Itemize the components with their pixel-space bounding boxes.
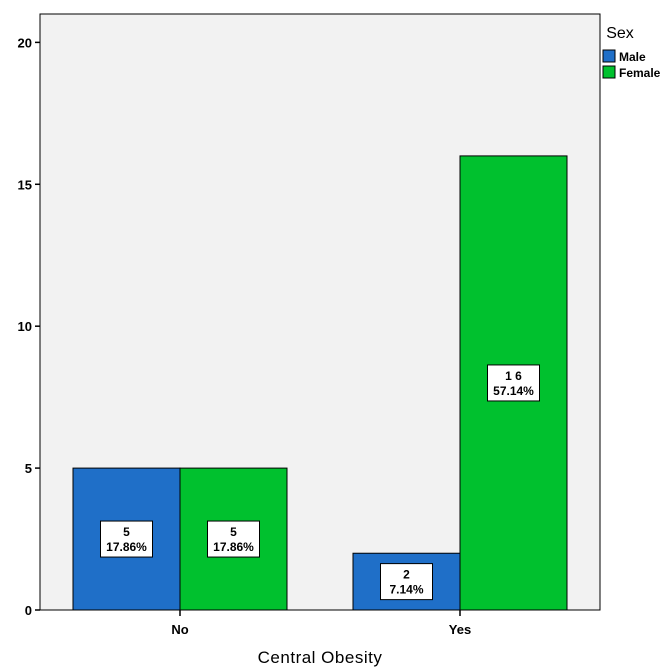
- legend-label-female: Female: [619, 66, 661, 80]
- data-label-percent: 57.14%: [493, 384, 534, 398]
- y-tick-label: 15: [18, 177, 32, 192]
- y-tick-label: 20: [18, 35, 32, 50]
- data-label: 517.86%: [207, 520, 260, 558]
- data-label-count: 5: [123, 525, 130, 539]
- y-tick-label: 0: [25, 603, 32, 618]
- data-label: 27.14%: [380, 563, 433, 601]
- data-label-box: [487, 364, 540, 402]
- y-axis: 0 5 10 15 20: [18, 35, 40, 618]
- data-labels-group: 517.86%517.86%27.14%1 657.14%: [100, 364, 540, 601]
- data-label-percent: 17.86%: [106, 540, 147, 554]
- x-axis: No Yes: [171, 610, 471, 637]
- data-label-percent: 7.14%: [389, 583, 423, 597]
- x-tick-label: Yes: [449, 622, 471, 637]
- data-label: 1 657.14%: [487, 364, 540, 402]
- legend-title: Sex: [606, 25, 634, 42]
- data-label-count: 5: [230, 525, 237, 539]
- x-tick-label: No: [171, 622, 188, 637]
- x-axis-title: Central Obesity: [258, 648, 383, 667]
- data-label-box: [100, 520, 153, 558]
- legend: Sex Male Female: [602, 25, 661, 80]
- y-tick-label: 5: [25, 461, 32, 476]
- y-tick-label: 10: [18, 319, 32, 334]
- legend-swatch-female: [602, 65, 616, 79]
- legend-label-male: Male: [619, 50, 646, 64]
- data-label-percent: 17.86%: [213, 540, 254, 554]
- data-label-count: 1 6: [505, 369, 522, 383]
- data-label-box: [207, 520, 260, 558]
- data-label-count: 2: [403, 568, 410, 582]
- data-label-box: [380, 563, 433, 601]
- data-label: 517.86%: [100, 520, 153, 558]
- legend-swatch-male: [602, 49, 616, 63]
